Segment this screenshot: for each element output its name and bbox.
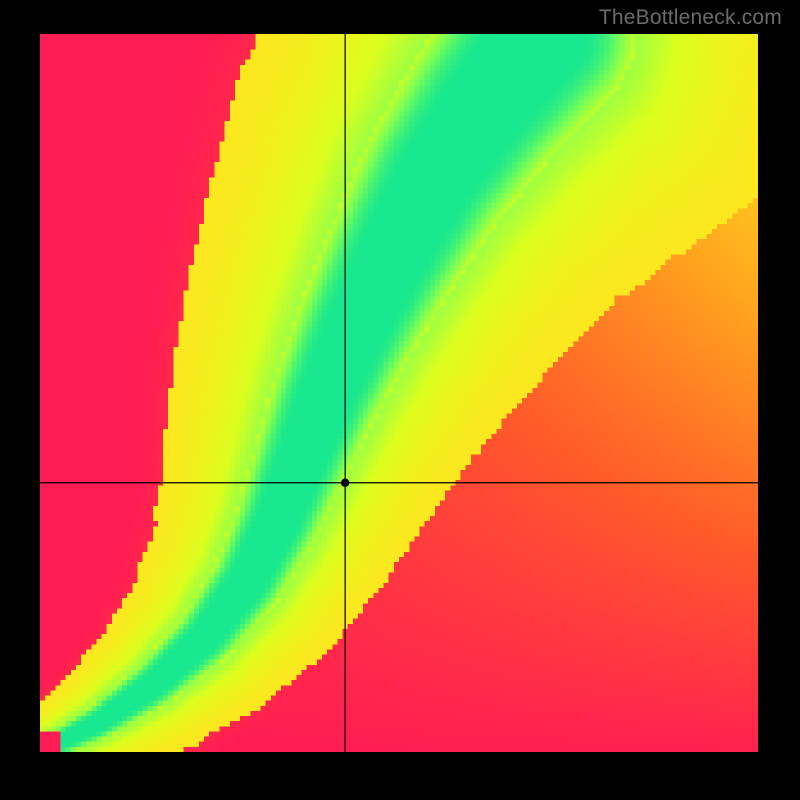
chart-container: { "watermark": { "text": "TheBottleneck.… — [0, 0, 800, 800]
watermark-text: TheBottleneck.com — [599, 6, 782, 30]
bottleneck-heatmap — [40, 34, 758, 752]
plot-area — [40, 34, 758, 752]
